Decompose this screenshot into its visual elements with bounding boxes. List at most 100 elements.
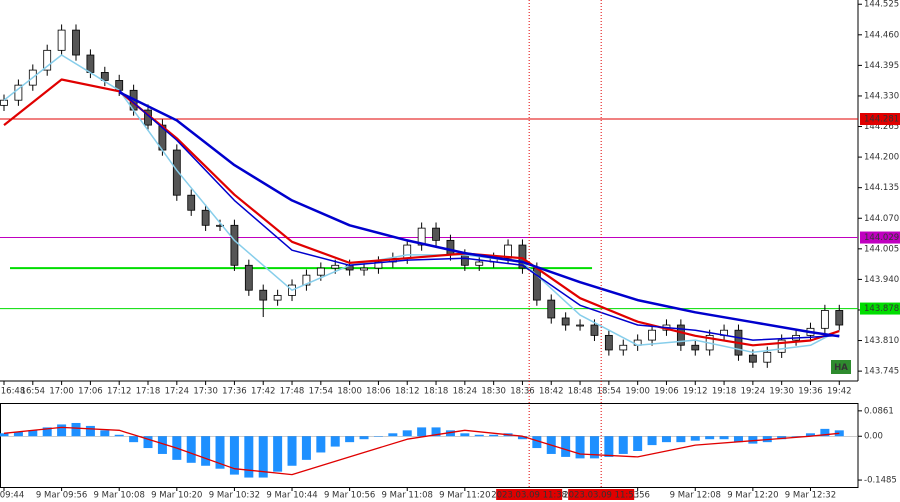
histogram-bar: [431, 427, 441, 437]
histogram-bar: [791, 436, 801, 437]
level-label-box: [860, 113, 900, 126]
candle-body: [0, 99, 8, 106]
histogram-bar: [129, 436, 139, 443]
y-tick-label: 143.745: [864, 367, 899, 377]
y-tick-label: 144.070: [864, 214, 899, 224]
histogram-bar: [805, 433, 815, 437]
x-tick-label: 19:12: [683, 387, 708, 397]
level-label: 143.878: [864, 304, 899, 314]
x-tick-label: 9 Mar 12:32: [785, 491, 836, 501]
histogram-bar: [748, 436, 758, 444]
histogram-bar: [345, 436, 355, 443]
candle-body: [820, 310, 829, 329]
x-tick-label: 17:48: [280, 387, 305, 397]
candle-body: [446, 239, 455, 256]
x-tick-label: 19:06: [654, 387, 679, 397]
candle-body: [748, 354, 757, 363]
candle-body: [259, 289, 268, 301]
histogram-bar: [114, 434, 124, 437]
histogram-bar: [359, 436, 369, 440]
x-tick-label: 17:36: [222, 387, 247, 397]
candle-body: [57, 29, 66, 51]
candle-body: [72, 29, 80, 56]
histogram-bar: [589, 436, 599, 459]
x-tick-label: 9 Mar 09:56: [36, 491, 87, 501]
histogram-bar: [777, 436, 787, 440]
histogram-bar: [13, 431, 23, 437]
x-tick-label: 18:00: [337, 387, 362, 397]
level-label-box: [860, 302, 900, 315]
histogram-bar: [633, 436, 643, 452]
histogram-bar: [460, 433, 470, 437]
y-tick-label: -0.1485: [864, 476, 897, 486]
x-tick-label: 19:30: [769, 387, 794, 397]
x-tick-label: 17:30: [193, 387, 218, 397]
y-tick-label: 0.00: [864, 432, 883, 442]
x-tick-label: 19:36: [798, 387, 823, 397]
marker-label-box: [496, 489, 563, 500]
y-tick-label: 144.265: [864, 122, 899, 132]
candle-body: [86, 54, 95, 73]
histogram-bar: [719, 436, 729, 440]
candle-body: [777, 339, 786, 353]
x-tick-label: 9 Mar 12:20: [727, 491, 778, 501]
x-tick-label: 16:54: [21, 387, 46, 397]
histogram-bar: [0, 433, 9, 437]
candle-body: [547, 299, 556, 319]
candle-body: [43, 49, 52, 71]
histogram-bar: [258, 436, 268, 478]
histogram-bar: [690, 436, 700, 441]
moving-average: [118, 89, 840, 341]
candle-body: [648, 329, 656, 341]
candle-body: [676, 324, 685, 346]
marker-label-box: [568, 489, 635, 500]
histogram-bar: [71, 422, 81, 437]
histogram-bar: [532, 436, 542, 449]
candle-body: [172, 149, 181, 196]
moving-average: [118, 91, 840, 338]
histogram-bar: [618, 436, 628, 454]
histogram-bar: [676, 436, 686, 443]
x-tick-label: 11:56: [625, 491, 650, 501]
candle-body: [316, 267, 325, 276]
candle-body: [561, 317, 570, 326]
y-tick-label: 144.200: [864, 153, 899, 163]
candle-body: [14, 84, 23, 101]
x-tick-label: 9 Mar 10:20: [151, 491, 202, 501]
histogram-bar: [330, 436, 340, 447]
histogram-bar: [42, 427, 52, 437]
candle-body: [201, 209, 210, 226]
x-tick-label: 17:06: [78, 387, 103, 397]
candle-body: [518, 244, 527, 269]
histogram-bar: [28, 430, 38, 437]
histogram-bar: [215, 436, 225, 469]
candle-body: [417, 227, 426, 246]
x-tick-label: 17:00: [49, 387, 74, 397]
button-label[interactable]: HA: [834, 363, 848, 373]
histogram-bar: [402, 430, 412, 437]
histogram-bar: [143, 436, 153, 449]
histogram-bar: [575, 436, 585, 459]
x-tick-label: 9 Mar 11:20: [439, 491, 490, 501]
candle-body: [187, 194, 196, 211]
oscillator-frame: [0, 403, 859, 488]
x-tick-label: 18:42: [539, 387, 564, 397]
histogram-bar: [705, 436, 715, 440]
histogram-bar: [661, 436, 671, 443]
marker-label: 2023.03.09 11:53: [563, 491, 639, 501]
x-tick-label: 18:06: [366, 387, 391, 397]
candle-body: [244, 264, 253, 291]
candle-body: [504, 244, 512, 259]
histogram-bar: [57, 424, 67, 437]
histogram-bar: [273, 436, 283, 472]
button-box[interactable]: [831, 360, 851, 374]
x-tick-label: 16:48: [1, 387, 26, 397]
candle-body: [835, 310, 844, 326]
x-tick-label: 9 Mar 12:08: [670, 491, 721, 501]
y-tick-label: 144.525: [864, 0, 899, 10]
histogram-bar: [445, 430, 455, 437]
signal-line: [3, 426, 840, 476]
candle-body: [619, 344, 628, 351]
y-tick-label: 144.460: [864, 30, 899, 40]
x-tick-label: 17:24: [165, 387, 190, 397]
